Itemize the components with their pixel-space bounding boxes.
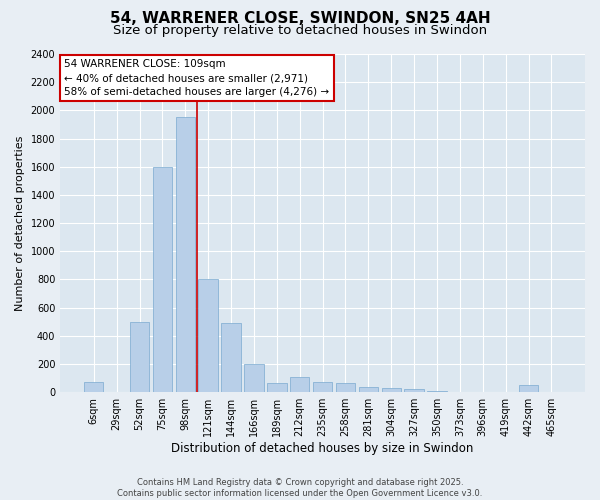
Bar	[267, 383, 287, 392]
Bar	[152, 166, 172, 392]
Text: 54 WARRENER CLOSE: 109sqm
← 40% of detached houses are smaller (2,971)
58% of se: 54 WARRENER CLOSE: 109sqm ← 40% of detac…	[64, 59, 329, 97]
Bar	[130, 322, 149, 392]
Bar	[359, 386, 378, 392]
Bar	[336, 383, 355, 392]
Bar	[404, 390, 424, 392]
Text: Size of property relative to detached houses in Swindon: Size of property relative to detached ho…	[113, 24, 487, 37]
Bar	[84, 382, 103, 392]
Bar	[176, 118, 195, 392]
X-axis label: Distribution of detached houses by size in Swindon: Distribution of detached houses by size …	[172, 442, 474, 455]
Bar	[313, 382, 332, 392]
Bar	[221, 323, 241, 392]
Y-axis label: Number of detached properties: Number of detached properties	[15, 136, 25, 311]
Bar	[427, 391, 447, 392]
Text: Contains HM Land Registry data © Crown copyright and database right 2025.
Contai: Contains HM Land Registry data © Crown c…	[118, 478, 482, 498]
Bar	[199, 280, 218, 392]
Bar	[382, 388, 401, 392]
Bar	[290, 376, 310, 392]
Bar	[519, 385, 538, 392]
Bar	[244, 364, 263, 392]
Text: 54, WARRENER CLOSE, SWINDON, SN25 4AH: 54, WARRENER CLOSE, SWINDON, SN25 4AH	[110, 11, 490, 26]
